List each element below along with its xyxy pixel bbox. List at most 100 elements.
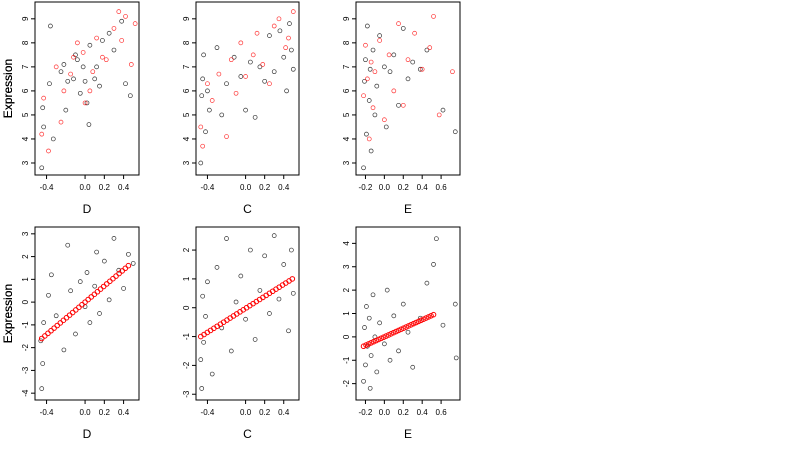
chart-0-series-0-point (63, 107, 69, 113)
chart-0-series-0-point (94, 64, 99, 70)
chart-4-y-tick-label: 2 (182, 247, 191, 252)
chart-1-series-1-point (233, 90, 239, 96)
chart-3-fit-point (76, 304, 82, 311)
chart-0-y-tick-label: 4 (21, 136, 30, 141)
chart-1-series-0-point (219, 112, 225, 118)
chart-1-series-1-point (290, 9, 296, 14)
chart-2-series-0-point (370, 47, 376, 53)
chart-1-series-1-point (250, 52, 256, 58)
chart-3-fit-point (57, 320, 64, 326)
chart-2-y-tick-label: 9 (342, 16, 351, 21)
chart-0-series-0-point (80, 64, 86, 70)
chart-5-series-0-point (366, 315, 372, 321)
chart-3-fit-point (63, 314, 70, 321)
chart-5-x-tick-label: 0.6 (436, 408, 448, 417)
chart-5-x-tick-label: -0.2 (359, 408, 373, 417)
chart-4-plot-frame (195, 226, 300, 401)
chart-2-series-1-point (450, 69, 455, 75)
chart-3-fit-point (60, 317, 67, 324)
chart-0-series-1-point (68, 71, 73, 77)
chart-0-series-0-point (97, 83, 102, 89)
chart-0-series-0-point (50, 136, 56, 142)
chart-1-series-1-point (224, 134, 229, 139)
chart-0-series-0-point (106, 30, 112, 36)
chart-2-x-tick-label: -0.2 (359, 183, 373, 192)
chart-4-series-0-point (209, 371, 215, 377)
chart-0-y-tick-label: 8 (21, 40, 30, 45)
chart-0-series-0-point (86, 122, 92, 127)
chart-0-series-0-point (48, 23, 53, 29)
chart-0-series-1-point (103, 57, 109, 63)
chart-3-plot-frame (34, 226, 140, 401)
chart-3-x-axis-title: D (83, 427, 92, 441)
chart-1-series-0-point (281, 54, 287, 60)
chart-1-plot-frame (195, 1, 300, 176)
chart-1-series-0-point (248, 59, 253, 65)
chart-3-series-0-point (106, 297, 112, 303)
chart-0-series-1-point (80, 50, 86, 55)
chart-5-y-tick-label: 4 (342, 241, 351, 246)
chart-2-y-tick-label: 3 (342, 160, 351, 165)
chart-3-series-0-point (68, 288, 73, 294)
chart-2-series-0-point (374, 83, 380, 89)
chart-0-series-1-point (90, 69, 96, 75)
chart-1-series-0-point (271, 69, 277, 75)
chart-3-fit-point (97, 286, 104, 292)
chart-0-x-axis-title: D (83, 202, 92, 216)
chart-1-y-tick-label: 8 (182, 40, 191, 45)
chart-2-series-1-point (361, 93, 366, 99)
chart-4-x-tick-label: 0.2 (259, 408, 271, 417)
chart-0-series-0-point (58, 69, 64, 75)
chart-3-series-0-point (116, 267, 122, 273)
chart-3-series-0-point (130, 261, 136, 266)
chart-4-series-0-point (289, 247, 294, 253)
chart-3-fit-point (122, 265, 129, 272)
chart-4-series-0-point (281, 262, 287, 267)
chart-4-series-0-point (252, 337, 258, 342)
chart-2-y-tick-label: 6 (342, 88, 351, 93)
chart-1-y-tick-label: 3 (182, 160, 191, 165)
chart-4-series-0-point (214, 265, 220, 270)
chart-2-series-0-point (364, 131, 369, 137)
chart-1-series-0-point (289, 47, 294, 53)
chart-2-series-0-point (400, 26, 406, 31)
chart-0-series-0-point (75, 57, 80, 63)
chart-2-series-0-point (417, 66, 423, 72)
chart-5-series-0-point (363, 362, 368, 368)
chart-3-y-tick-label: -1 (21, 321, 30, 329)
panel-top-d: -0.4 0.0 0.2 0.4 3 4 5 6 7 8 9 D Expression (1, 1, 140, 216)
chart-1-x-axis-title: C (243, 202, 252, 216)
chart-4-series-0-point (203, 314, 208, 319)
chart-5-series-0-point (377, 320, 382, 326)
chart-2-y-tick-label: 7 (342, 64, 351, 69)
chart-5-y-tick-label: 2 (342, 287, 351, 292)
chart-3-series-0-point (101, 258, 107, 264)
chart-2-series-0-point (367, 66, 373, 72)
chart-4-series-0-point (257, 288, 263, 293)
chart-1-series-1-point (238, 40, 244, 46)
chart-2-series-0-point (405, 76, 411, 82)
chart-3-y-tick-label: 3 (21, 231, 30, 236)
chart-0-series-1-point (111, 26, 117, 31)
chart-2-x-axis-title: E (404, 202, 412, 216)
chart-0-y-axis-title: Expression (1, 59, 15, 118)
chart-4-series-0-point (290, 290, 296, 296)
chart-4-series-0-point (200, 293, 206, 299)
chart-0-series-0-point (111, 47, 117, 53)
chart-0-x-tick-label: 0.0 (80, 183, 92, 192)
chart-0-series-0-point (82, 78, 88, 84)
chart-0-series-0-point (40, 105, 46, 111)
chart-1-series-1-point (271, 23, 277, 29)
chart-0-series-1-point (100, 54, 105, 60)
chart-5-series-0-point (453, 355, 459, 361)
chart-2-series-1-point (377, 38, 382, 43)
chart-2-series-0-point (363, 57, 368, 63)
chart-4-series-0-point (224, 236, 229, 241)
chart-3-series-0-point (53, 313, 59, 319)
chart-5-series-0-point (362, 325, 367, 330)
chart-2-series-0-point (383, 124, 389, 130)
chart-2-series-1-point (427, 45, 433, 51)
chart-2-x-tick-label: 0.6 (436, 183, 448, 192)
chart-0-series-0-point (123, 81, 128, 87)
chart-0-series-1-point (71, 54, 76, 60)
